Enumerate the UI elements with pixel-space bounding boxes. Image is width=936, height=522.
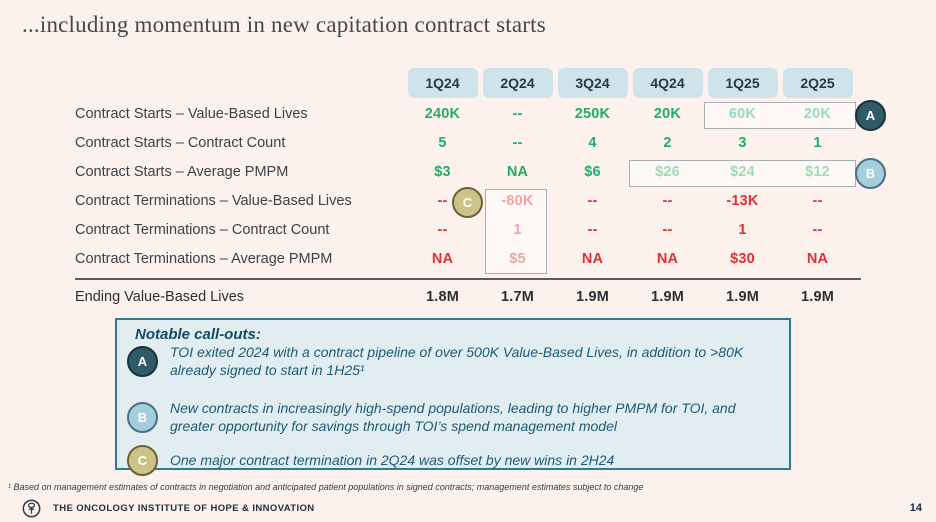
row-label: Contract Starts – Value-Based Lives bbox=[75, 106, 308, 122]
cell: NA bbox=[431, 251, 454, 267]
column-header: 2Q25 bbox=[782, 68, 853, 98]
cell: $3 bbox=[434, 164, 451, 180]
cell: NA bbox=[656, 251, 679, 267]
cell: $6 bbox=[584, 164, 601, 180]
cell: 20K bbox=[653, 106, 682, 122]
column-header: 1Q24 bbox=[407, 68, 478, 98]
cell: -- bbox=[512, 135, 523, 151]
cell: 1 bbox=[813, 135, 822, 151]
cell: 1.9M bbox=[800, 289, 835, 305]
footnote: ¹ Based on management estimates of contr… bbox=[8, 482, 644, 492]
cell: 240K bbox=[424, 106, 461, 122]
column-header: 4Q24 bbox=[632, 68, 703, 98]
table-row: Contract Terminations – Contract Count -… bbox=[75, 216, 861, 245]
cell: -- bbox=[662, 222, 673, 238]
capitation-table: 1Q24 2Q24 3Q24 4Q24 1Q25 2Q25 Contract S… bbox=[75, 68, 886, 313]
cell: NA bbox=[506, 164, 529, 180]
table-total-divider bbox=[75, 278, 861, 280]
page-title: ...including momentum in new capitation … bbox=[22, 12, 546, 37]
cell: NA bbox=[806, 251, 829, 267]
page-number: 14 bbox=[909, 502, 922, 514]
table-header-row: 1Q24 2Q24 3Q24 4Q24 1Q25 2Q25 bbox=[75, 68, 861, 100]
cell: 1.8M bbox=[425, 289, 460, 305]
cell: -13K bbox=[726, 193, 759, 209]
cell: 250K bbox=[574, 106, 611, 122]
callouts-title: Notable call-outs: bbox=[135, 326, 261, 343]
cell: 1 bbox=[738, 222, 747, 238]
company-name: THE ONCOLOGY INSTITUTE OF HOPE & INNOVAT… bbox=[53, 502, 315, 514]
cell: 5 bbox=[438, 135, 447, 151]
cell: NA bbox=[581, 251, 604, 267]
badge-c: C bbox=[452, 187, 483, 218]
highlight-box-a bbox=[704, 102, 856, 129]
table-row: Contract Terminations – Average PMPM NA … bbox=[75, 245, 861, 274]
cell: -- bbox=[812, 193, 823, 209]
row-label: Contract Terminations – Contract Count bbox=[75, 222, 330, 238]
table-row: Contract Starts – Contract Count 5 -- 4 … bbox=[75, 129, 861, 158]
callout-item: B New contracts in increasingly high-spe… bbox=[127, 400, 778, 435]
badge-a: A bbox=[127, 346, 158, 378]
badge-a: A bbox=[855, 100, 886, 131]
cell: -- bbox=[437, 193, 448, 209]
cell: 3 bbox=[738, 135, 747, 151]
row-label: Contract Starts – Contract Count bbox=[75, 135, 286, 151]
cell: -- bbox=[662, 193, 673, 209]
cell: -- bbox=[812, 222, 823, 238]
callouts-panel: Notable call-outs: A TOI exited 2024 wit… bbox=[115, 318, 791, 476]
cell: 4 bbox=[588, 135, 597, 151]
footer-bar: THE ONCOLOGY INSTITUTE OF HOPE & INNOVAT… bbox=[0, 494, 936, 522]
cell: $30 bbox=[730, 251, 755, 267]
callout-text: New contracts in increasingly high-spend… bbox=[170, 400, 736, 434]
cell: -- bbox=[587, 193, 598, 209]
cell: 1.9M bbox=[650, 289, 685, 305]
callout-text: One major contract termination in 2Q24 w… bbox=[170, 451, 615, 468]
row-label: Contract Terminations – Value-Based Live… bbox=[75, 193, 352, 209]
table-total-row: Ending Value-Based Lives 1.8M 1.7M 1.9M … bbox=[75, 282, 861, 313]
cell: 1.7M bbox=[500, 289, 535, 305]
highlight-box-c bbox=[485, 189, 547, 274]
badge-b: B bbox=[127, 402, 158, 434]
cell: 1.9M bbox=[725, 289, 760, 305]
cell: -- bbox=[587, 222, 598, 238]
badge-c: C bbox=[127, 445, 158, 476]
cell: -- bbox=[512, 106, 523, 122]
cell: -- bbox=[437, 222, 448, 238]
toi-logo-icon bbox=[22, 499, 41, 517]
row-label: Contract Starts – Average PMPM bbox=[75, 164, 289, 180]
callout-item: A TOI exited 2024 with a contract pipeli… bbox=[127, 344, 778, 379]
badge-b: B bbox=[855, 158, 886, 189]
cell: 1.9M bbox=[575, 289, 610, 305]
column-header: 1Q25 bbox=[707, 68, 778, 98]
row-label: Ending Value-Based Lives bbox=[75, 289, 245, 305]
cell: 2 bbox=[663, 135, 672, 151]
row-label: Contract Terminations – Average PMPM bbox=[75, 251, 333, 267]
column-header: 3Q24 bbox=[557, 68, 628, 98]
highlight-box-b bbox=[629, 160, 856, 187]
column-header: 2Q24 bbox=[482, 68, 553, 98]
callout-text: TOI exited 2024 with a contract pipeline… bbox=[170, 344, 744, 378]
callout-item: C One major contract termination in 2Q24… bbox=[127, 445, 778, 476]
